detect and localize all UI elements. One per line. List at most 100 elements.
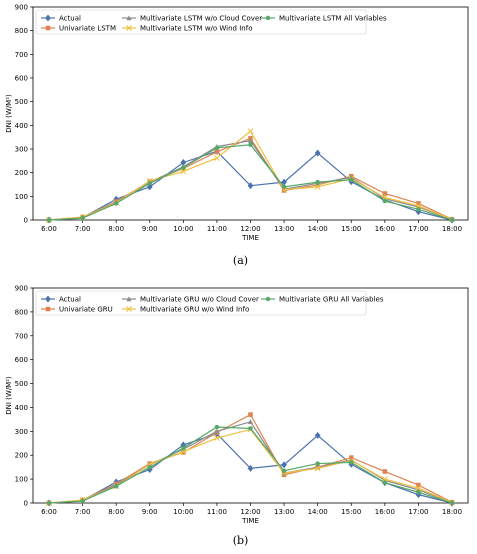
data-point [449,217,455,222]
data-point [248,426,253,431]
data-point [213,435,220,441]
data-point [247,182,254,190]
y-tick-label: 400 [15,404,28,412]
legend-marker [126,15,132,21]
data-point [315,461,320,466]
x-tick-label: 18:00 [442,508,462,516]
series-5 [46,142,455,223]
legend-label: Multivariate LSTM All Variables [279,15,387,23]
x-tick-label: 9:00 [142,225,158,233]
x-tick-label: 12:00 [240,508,260,516]
data-point [213,155,220,161]
data-point [415,485,422,492]
legend-entry: Univariate GRU [41,306,113,314]
x-tick-label: 8:00 [108,225,124,233]
y-tick-label: 900 [15,4,28,12]
x-tick-label: 10:00 [173,225,193,233]
data-point [247,464,254,472]
data-point [80,498,85,504]
data-point [248,142,253,147]
y-tick-label: 600 [15,75,28,83]
x-tick-label: 6:00 [41,225,57,233]
data-point [181,445,186,451]
x-tick-label: 14:00 [308,508,328,516]
y-tick-label: 700 [15,332,28,340]
legend-marker [126,296,132,302]
legend-label: Actual [59,296,81,304]
series-1 [46,147,455,224]
data-point [314,149,321,157]
data-point [146,183,153,191]
legend-marker [45,295,51,303]
data-point [449,500,455,505]
series-1 [46,430,455,507]
data-point [381,194,388,201]
data-point [46,500,52,506]
legend-entry: Multivariate LSTM w/o Cloud Cover [122,15,262,23]
x-tick-label: 10:00 [173,508,193,516]
legend: Actual Univariate LSTM Multivariate LSTM w… [35,9,387,35]
series-5 [46,424,455,506]
y-tick-label: 500 [15,380,28,388]
y-tick-label: 300 [15,428,28,436]
x-tick-label: 7:00 [75,508,91,516]
series-3 [46,419,455,506]
legend-entry: Univariate LSTM [41,25,116,33]
y-tick-label: 200 [15,169,28,177]
x-tick-label: 15:00 [341,508,361,516]
data-point [247,419,254,424]
data-point [181,165,186,170]
legend-label: Multivariate GRU w/o Cloud Cover [140,296,259,304]
legend: Actual Univariate GRU Multivariate GRU w/o… [35,290,384,316]
legend-label: Univariate LSTM [59,25,116,33]
x-tick-label: 6:00 [41,508,57,516]
data-point [247,128,254,135]
data-point [214,149,220,155]
data-point [281,184,287,190]
y-tick-label: 100 [15,476,28,484]
y-tick-label: 700 [15,51,28,59]
x-tick-label: 11:00 [207,508,227,516]
data-point [416,482,421,488]
chart-2: 0 100 200 300 400 500 600 700 800 900 6:00 7:00 8:00… [5,285,469,547]
data-point [314,465,321,472]
legend-box [35,9,367,35]
x-tick-label: 9:00 [142,508,158,516]
data-point [349,177,354,182]
data-point [416,201,421,206]
series-line [48,137,453,221]
legend-label: Univariate GRU [59,306,113,314]
data-point [314,431,321,439]
legend-entry: Actual [41,295,81,304]
y-tick-label: 0 [24,500,28,508]
y-tick-label: 600 [15,356,28,364]
y-tick-label: 800 [15,27,28,35]
series-line [48,140,453,221]
data-point [349,460,354,465]
legend-marker [45,25,51,31]
x-tick-label: 18:00 [442,225,462,233]
legend-entry: Multivariate GRU w/o Cloud Cover [122,296,259,304]
legend-entry: Multivariate GRU All Variables [261,296,384,304]
legend-marker [45,14,51,22]
x-tick-label: 16:00 [375,508,395,516]
data-point [214,428,220,434]
x-tick-label: 13:00 [274,225,294,233]
y-tick-label: 400 [15,122,28,130]
data-point [314,183,321,190]
x-tick-label: 14:00 [308,225,328,233]
x-tick-label: 11:00 [207,225,227,233]
y-tick-label: 500 [15,98,28,106]
x-tick-label: 16:00 [375,225,395,233]
data-point [415,202,422,209]
y-tick-label: 800 [15,308,28,316]
data-point [416,490,421,495]
data-point [180,168,187,175]
data-point [281,468,287,473]
legend-marker [45,306,51,312]
legend-marker [265,296,271,302]
legend-marker [265,15,271,21]
chart-caption: (b) [233,534,249,547]
data-point [382,469,388,474]
